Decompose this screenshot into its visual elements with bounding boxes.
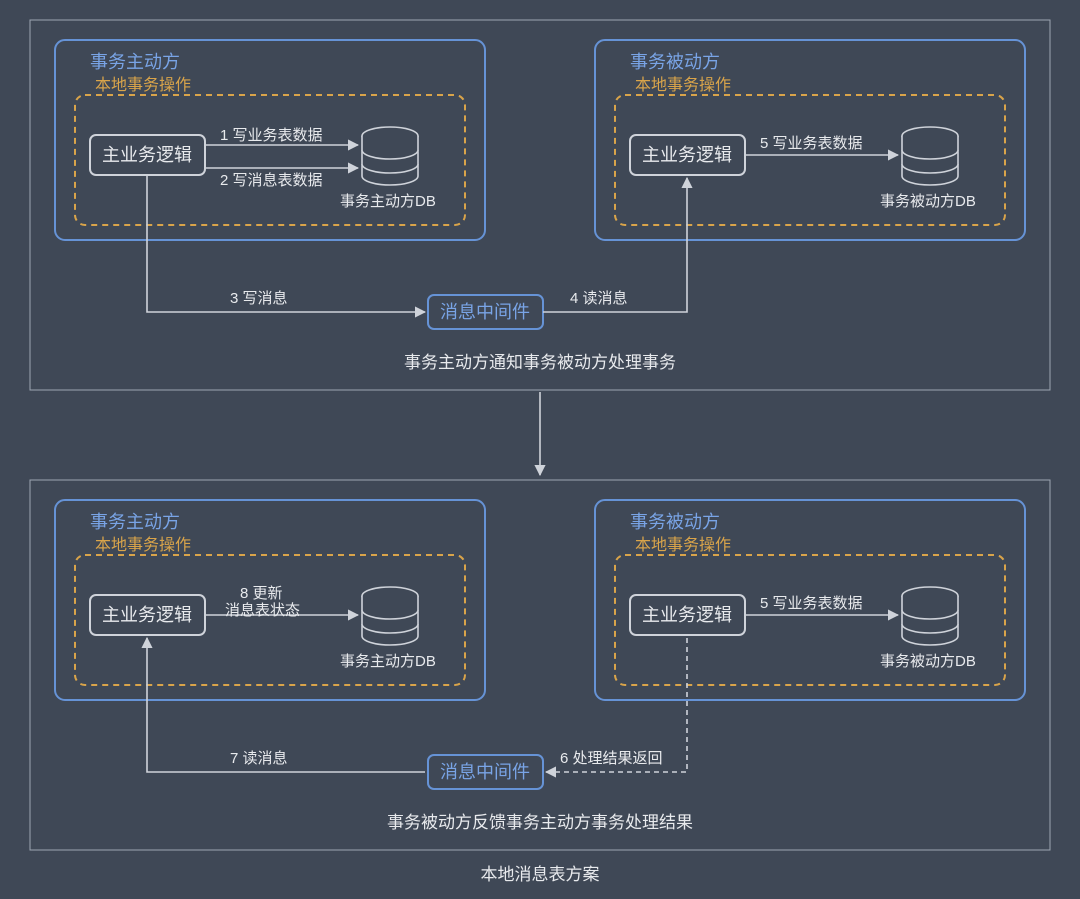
db-label: 事务被动方DB (880, 653, 976, 670)
mq-label: 消息中间件 (440, 762, 530, 782)
edge-6-label: 6 处理结果返回 (560, 750, 663, 767)
local-tx-title: 本地事务操作 (95, 76, 191, 94)
edge-3-label: 3 写消息 (230, 290, 288, 307)
db-label: 事务被动方DB (880, 193, 976, 210)
local-tx-title: 本地事务操作 (95, 536, 191, 554)
mq-label: 消息中间件 (440, 302, 530, 322)
active-title: 事务主动方 (90, 512, 180, 532)
passive-title: 事务被动方 (630, 512, 720, 532)
edge-8a-label: 8 更新 (240, 585, 283, 602)
db-label: 事务主动方DB (340, 193, 436, 210)
biz-label: 主业务逻辑 (642, 145, 732, 165)
caption-top: 事务主动方通知事务被动方处理事务 (404, 353, 676, 372)
passive-title: 事务被动方 (630, 52, 720, 72)
database-icon (362, 587, 418, 645)
local-tx-title: 本地事务操作 (635, 76, 731, 94)
local-tx-title: 本地事务操作 (635, 536, 731, 554)
edge-8b-label: 消息表状态 (225, 602, 300, 619)
biz-label: 主业务逻辑 (102, 605, 192, 625)
biz-label: 主业务逻辑 (102, 145, 192, 165)
db-label: 事务主动方DB (340, 653, 436, 670)
edge-1-label: 1 写业务表数据 (220, 127, 323, 144)
active-title: 事务主动方 (90, 52, 180, 72)
caption-bottom: 事务被动方反馈事务主动方事务处理结果 (387, 813, 693, 832)
edge-2-label: 2 写消息表数据 (220, 172, 323, 189)
edge-5-label: 5 写业务表数据 (760, 135, 863, 152)
diagram-canvas: 事务主动方 本地事务操作 主业务逻辑 事务主动方DB 1 写业务表数据 2 写消… (0, 0, 1080, 899)
database-icon (362, 127, 418, 185)
edge-7-label: 7 读消息 (230, 750, 288, 767)
database-icon (902, 127, 958, 185)
diagram-title: 本地消息表方案 (481, 865, 600, 884)
edge-4-label: 4 读消息 (570, 290, 628, 307)
edge-5b-label: 5 写业务表数据 (760, 595, 863, 612)
database-icon (902, 587, 958, 645)
biz-label: 主业务逻辑 (642, 605, 732, 625)
